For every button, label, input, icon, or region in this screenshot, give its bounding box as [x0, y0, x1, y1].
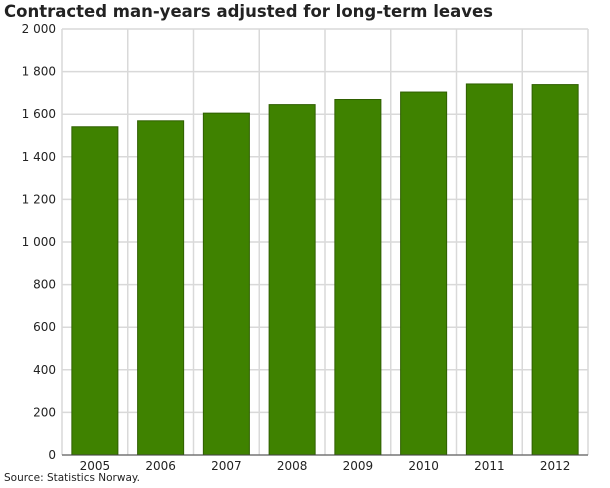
bar-2005: [71, 126, 119, 456]
x-tick-label: 2005: [80, 459, 111, 473]
bar-2012: [531, 84, 579, 456]
x-tick-label: 2007: [211, 459, 242, 473]
x-tick-label: 2006: [145, 459, 176, 473]
y-tick-label: 400: [33, 363, 56, 377]
bar-2006: [137, 120, 185, 456]
y-tick-label: 1 800: [22, 65, 56, 79]
y-tick-label: 600: [33, 320, 56, 334]
bar-2009: [334, 99, 382, 456]
y-tick-label: 0: [48, 448, 56, 462]
x-tick-label: 2008: [277, 459, 308, 473]
y-tick-label: 1 000: [22, 235, 56, 249]
chart-title: Contracted man-years adjusted for long-t…: [4, 2, 493, 21]
y-tick-label: 200: [33, 405, 56, 419]
bar-2008: [268, 104, 316, 456]
bar-2011: [465, 83, 513, 456]
y-tick-label: 800: [33, 278, 56, 292]
y-tick-label: 1 400: [22, 150, 56, 164]
x-tick-label: 2011: [474, 459, 505, 473]
x-tick-label: 2009: [343, 459, 374, 473]
bar-2010: [400, 91, 448, 456]
source-note: Source: Statistics Norway.: [4, 472, 140, 484]
bar-2007: [202, 112, 250, 456]
x-tick-label: 2010: [408, 459, 439, 473]
y-tick-label: 1 600: [22, 107, 56, 121]
y-tick-label: 1 200: [22, 192, 56, 206]
x-tick-label: 2012: [540, 459, 571, 473]
y-tick-label: 2 000: [22, 22, 56, 36]
